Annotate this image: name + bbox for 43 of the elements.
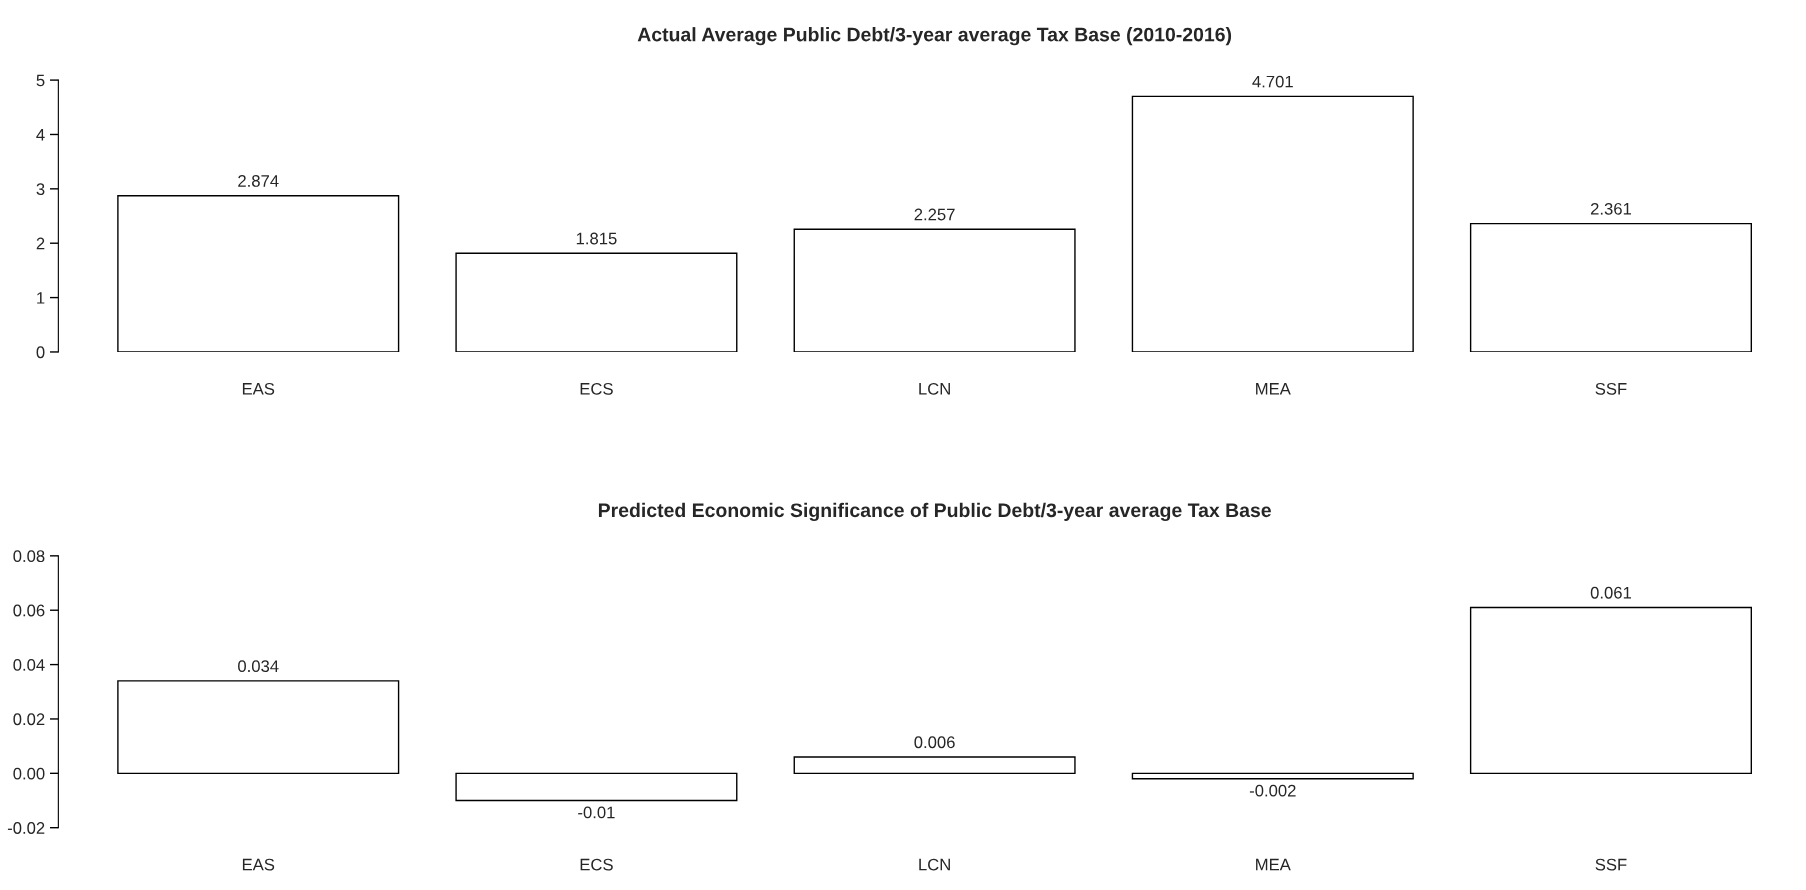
y-tick-label: 0.00 <box>13 767 45 780</box>
y-tick-label: 0 <box>36 346 45 359</box>
x-tick-label: SSF <box>1595 858 1627 871</box>
y-tick-label: -0.02 <box>7 822 45 834</box>
data-label: 0.061 <box>1590 586 1632 599</box>
x-tick-label: ECS <box>580 858 613 871</box>
x-tick-label: MEA <box>1256 383 1291 395</box>
x-tick-label: MEA <box>1256 858 1291 871</box>
data-label: 1.815 <box>576 232 617 245</box>
bar <box>1469 606 1753 775</box>
bar <box>793 756 1076 775</box>
bar <box>1131 95 1414 352</box>
y-tick-label: 2 <box>36 237 45 250</box>
y-tick-label: 0.06 <box>13 604 45 617</box>
x-tick-label: ECS <box>580 382 613 395</box>
y-tick-label: 1 <box>37 292 45 304</box>
data-label: 0.034 <box>238 660 279 673</box>
data-label: 0.006 <box>914 736 955 749</box>
y-tick-label: 0.02 <box>13 713 45 726</box>
data-label: 2.361 <box>1590 202 1632 215</box>
y-tick-label: 4 <box>36 129 45 141</box>
bar <box>455 772 738 802</box>
chart-title: Actual Average Public Debt/3-year average Tax Base (2010-2016) <box>637 27 1232 46</box>
x-tick-label: LCN <box>919 382 950 395</box>
y-tick-label: 0.04 <box>13 658 45 671</box>
x-tick-label: LCN <box>919 858 950 871</box>
bar <box>117 680 400 775</box>
y-tick-label: 5 <box>36 74 45 87</box>
data-label: -0.002 <box>1249 784 1296 797</box>
x-tick-label: SSF <box>1595 382 1627 395</box>
data-label: 2.257 <box>914 208 955 221</box>
data-label: 4.701 <box>1252 75 1293 88</box>
data-label: -0.01 <box>578 806 615 819</box>
data-label: 2.874 <box>238 175 279 187</box>
bar <box>117 194 400 352</box>
bar <box>1469 222 1753 352</box>
x-tick-label: EAS <box>242 382 275 395</box>
bar <box>455 252 738 352</box>
y-tick-label: 0.08 <box>13 550 45 563</box>
bar <box>793 228 1076 352</box>
x-tick-label: EAS <box>242 858 275 871</box>
y-tick-label: 3 <box>36 183 45 196</box>
chart-title: Predicted Economic Significance of Public Debt/3-year average Tax Base <box>598 502 1271 522</box>
